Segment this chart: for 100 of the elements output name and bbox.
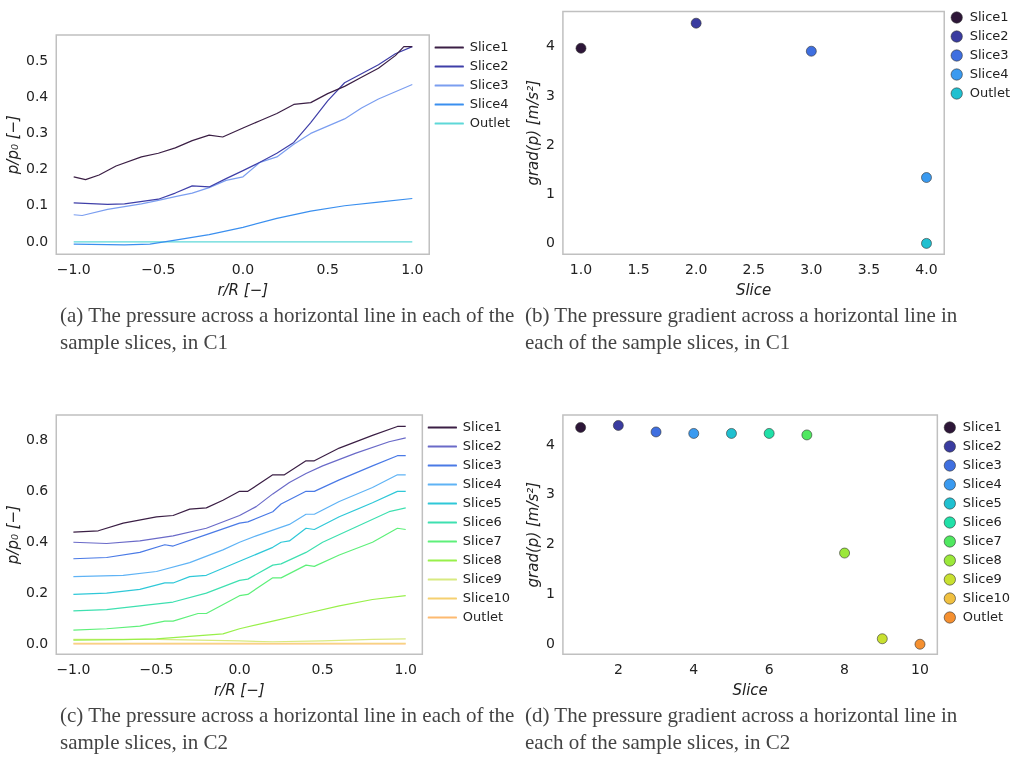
point <box>921 238 932 249</box>
point <box>839 547 850 559</box>
y-axis-title: grad(p) [m/s²] <box>523 481 542 588</box>
y-tick-label: 0.2 <box>26 160 49 177</box>
legend-label: Slice3 <box>969 46 1009 62</box>
y-tick-label: 0.4 <box>26 532 49 549</box>
legend-label: Slice6 <box>962 513 1002 529</box>
legend-label: Slice1 <box>469 38 509 54</box>
point <box>688 428 700 439</box>
legend-label: Slice3 <box>962 456 1002 472</box>
legend-label: Slice4 <box>969 65 1009 81</box>
x-tick-label: 2.5 <box>742 261 765 278</box>
x-tick-label: 0.0 <box>231 261 255 278</box>
legend-label: Outlet <box>962 608 1004 624</box>
y-axis-title: p/p₀ [−] <box>3 114 22 176</box>
point <box>876 633 888 645</box>
x-tick-label: 10 <box>911 661 929 678</box>
legend-label: Outlet <box>469 114 511 130</box>
x-tick-label: −1.0 <box>56 261 91 278</box>
point <box>613 420 624 431</box>
y-tick-label: 2 <box>545 135 555 152</box>
y-tick-label: 0.1 <box>26 196 49 213</box>
y-tick-label: 0.8 <box>26 431 49 448</box>
legend-label: Slice10 <box>962 589 1011 605</box>
y-tick-label: 0.5 <box>26 51 49 68</box>
x-tick-label: 0.0 <box>228 661 251 678</box>
y-tick-label: 3 <box>545 485 555 502</box>
x-axis-title: r/R [−] <box>213 680 265 699</box>
legend-label: Slice6 <box>462 513 502 529</box>
text: (d) The pressure gradient across a horizontal line in each of the sample slices, in C2 <box>525 702 959 756</box>
y-tick-label: 0.4 <box>26 87 49 104</box>
legend-label: Slice5 <box>462 494 502 510</box>
x-tick-label: −0.5 <box>139 661 174 678</box>
y-tick-label: 4 <box>545 37 555 54</box>
y-tick-label: 0.3 <box>26 124 49 141</box>
x-tick-label: 1.0 <box>394 661 417 678</box>
x-tick-label: 1.0 <box>401 261 424 278</box>
x-tick-label: 1.0 <box>569 261 593 278</box>
legend-label: Slice5 <box>962 494 1002 510</box>
legend-label: Slice2 <box>962 437 1002 453</box>
legend-label: Slice3 <box>462 456 502 472</box>
point <box>806 45 817 57</box>
x-tick-label: 4 <box>689 661 699 678</box>
legend-label: Slice7 <box>962 532 1002 548</box>
legend-label: Slice4 <box>962 475 1002 491</box>
legend-label: Outlet <box>462 608 504 624</box>
legend-label: Slice7 <box>462 532 502 548</box>
legend-label: Slice4 <box>462 475 502 491</box>
x-axis-title: Slice <box>732 680 768 699</box>
legend-label: Slice1 <box>462 418 502 434</box>
x-axis-title: Slice <box>735 280 772 299</box>
legend-label: Outlet <box>969 84 1011 100</box>
legend-label: Slice9 <box>462 570 502 586</box>
y-tick-label: 3 <box>545 86 555 103</box>
y-tick-label: 2 <box>545 535 555 552</box>
x-tick-label: 2 <box>613 661 623 678</box>
legend-label: Slice8 <box>462 551 502 567</box>
legend-label: Slice3 <box>469 76 509 92</box>
x-tick-label: 6 <box>764 661 774 678</box>
y-tick-label: 1 <box>545 184 555 201</box>
x-tick-label: 3.5 <box>857 261 881 278</box>
text: (a) The pressure across a horizontal line in each of the sample slices, in C1 <box>60 303 515 354</box>
point <box>801 429 813 441</box>
y-tick-label: 0 <box>545 634 555 651</box>
point <box>726 428 737 439</box>
point <box>921 172 932 183</box>
y-tick-label: 4 <box>545 435 555 452</box>
point <box>650 426 662 438</box>
legend-label: Slice10 <box>462 589 511 605</box>
point <box>575 42 587 54</box>
y-axis-title: p/p₀ [−] <box>3 504 22 566</box>
point <box>763 428 775 439</box>
legend-label: Slice1 <box>969 8 1009 24</box>
point <box>690 17 702 29</box>
y-axis-title: grad(p) [m/s²] <box>523 79 542 186</box>
x-tick-label: 3.0 <box>800 261 823 278</box>
point <box>914 638 926 650</box>
y-tick-label: 0.0 <box>26 634 49 651</box>
x-tick-label: −0.5 <box>141 261 176 278</box>
y-tick-label: 1 <box>545 585 555 602</box>
y-tick-label: 0.6 <box>26 481 49 498</box>
x-tick-label: 1.5 <box>627 261 650 278</box>
legend-label: Slice8 <box>962 551 1002 567</box>
legend-label: Slice2 <box>462 437 502 453</box>
legend-label: Slice1 <box>962 418 1002 434</box>
text: (c) The pressure across a horizontal line in each of the sample slices, in C2 <box>60 703 515 754</box>
y-tick-label: 0.0 <box>26 232 49 249</box>
legend-label: Slice2 <box>969 27 1009 43</box>
legend-label: Slice2 <box>469 57 509 73</box>
x-tick-label: 2.0 <box>685 261 708 278</box>
x-tick-label: 8 <box>840 661 850 678</box>
x-tick-label: 0.5 <box>316 261 339 278</box>
y-tick-label: 0 <box>545 234 555 251</box>
legend-label: Slice9 <box>962 570 1002 586</box>
y-tick-label: 0.2 <box>26 583 49 600</box>
x-axis-title: r/R [−] <box>217 280 269 299</box>
x-tick-label: −1.0 <box>56 661 91 678</box>
text: (b) The pressure gradient across a horizontal line in each of the sample slices, in C1 <box>525 302 959 356</box>
x-tick-label: 4.0 <box>915 261 938 278</box>
point <box>575 422 586 433</box>
